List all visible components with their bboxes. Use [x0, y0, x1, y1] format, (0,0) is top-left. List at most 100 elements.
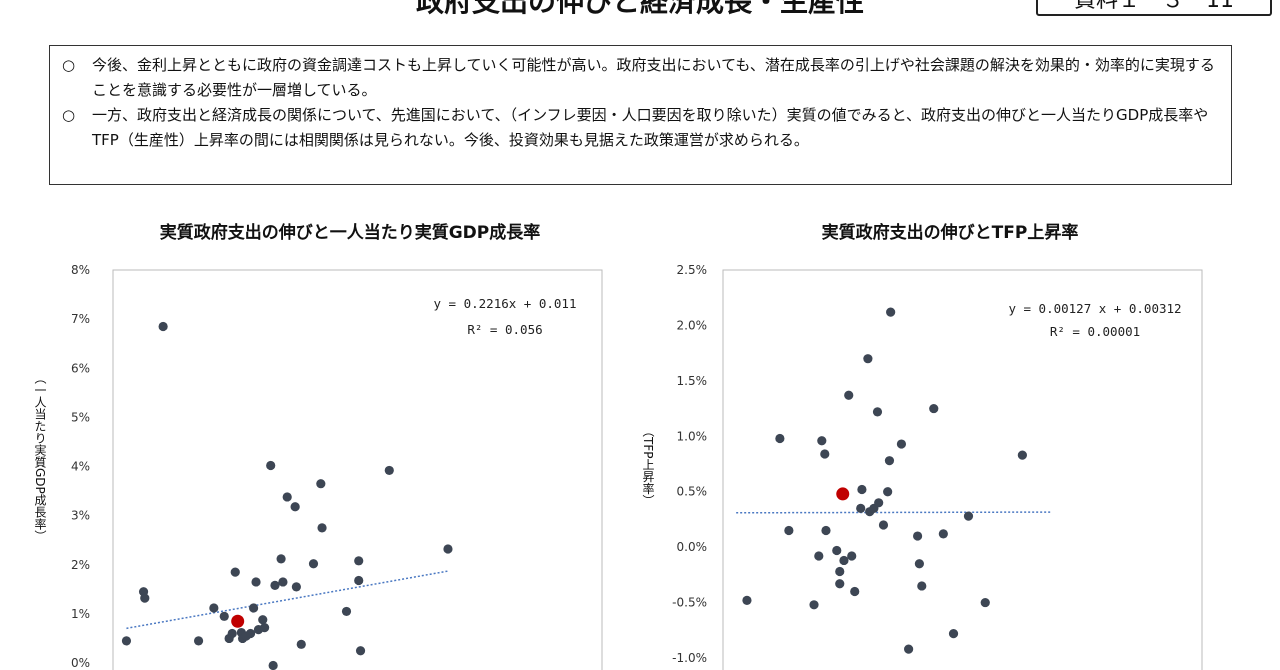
data-point — [278, 577, 288, 587]
y-tick-label: 5% — [71, 410, 90, 424]
y-axis-label-gdp: （一人当たり実質GDP成長率） — [33, 372, 47, 542]
data-point — [839, 555, 849, 566]
data-point — [258, 615, 268, 625]
plot-area-tfp — [722, 269, 1203, 670]
data-point — [784, 525, 794, 536]
r-squared-label: R² = 0.00001 — [1050, 324, 1140, 339]
data-point — [914, 559, 924, 569]
y-tick-label: -1.0% — [672, 651, 707, 665]
data-point — [270, 580, 280, 590]
y-tick-label: 3% — [71, 509, 90, 523]
data-point — [209, 603, 219, 613]
data-point — [963, 511, 974, 521]
data-point — [355, 646, 366, 656]
slide-title: 政府支出の伸びと経済成長・生産性 — [415, 0, 864, 18]
y-tick-label: 2% — [71, 558, 90, 572]
data-point — [917, 581, 927, 591]
data-point — [883, 487, 893, 497]
y-tick-label: 1% — [71, 607, 90, 621]
data-point — [245, 628, 256, 639]
data-point — [863, 354, 873, 364]
y-tick-label: 6% — [71, 361, 90, 375]
data-point — [980, 597, 990, 608]
summary-bullet: ○ 一方、政府支出と経済成長の関係について、先進国において、（インフレ要因・人口… — [62, 103, 1217, 153]
plot-area-gdp — [112, 269, 603, 670]
data-point — [384, 465, 394, 476]
trendline-tfp — [736, 511, 1052, 514]
data-point — [844, 390, 854, 400]
data-point — [742, 595, 752, 605]
data-point — [835, 566, 845, 577]
data-point — [817, 436, 827, 446]
data-point — [878, 520, 889, 530]
data-point — [268, 660, 278, 670]
data-point — [282, 492, 292, 502]
data-point — [884, 456, 895, 466]
data-point — [296, 639, 306, 649]
data-point — [248, 603, 259, 613]
data-point — [835, 579, 845, 589]
summary-text: 今後、金利上昇とともに政府の資金調達コストも上昇していく可能性が高い。政府支出に… — [92, 56, 1215, 99]
highlighted-point — [231, 614, 245, 628]
data-point — [814, 551, 824, 561]
bullet-circle-icon: ○ — [62, 56, 76, 74]
data-point — [158, 321, 168, 332]
data-point — [219, 611, 229, 621]
chart-title-gdp: 実質政府支出の伸びと一人当たり実質GDP成長率 — [159, 223, 541, 243]
data-point — [850, 586, 860, 597]
summary-bullet: ○ 今後、金利上昇とともに政府の資金調達コストも上昇していく可能性が高い。政府支… — [62, 53, 1217, 103]
y-tick-label: -0.5% — [672, 596, 707, 610]
data-point — [266, 460, 276, 471]
data-point — [809, 600, 819, 610]
trendline-gdp — [126, 570, 449, 630]
data-point — [443, 544, 453, 554]
summary-box: ○ 今後、金利上昇とともに政府の資金調達コストも上昇していく可能性が高い。政府支… — [49, 45, 1232, 185]
data-point — [354, 575, 364, 586]
y-tick-label: 0.0% — [677, 540, 708, 554]
data-point — [912, 531, 923, 541]
y-tick-label: 4% — [71, 460, 90, 474]
data-point — [775, 433, 785, 444]
data-point — [290, 502, 300, 512]
data-point — [276, 554, 286, 564]
regression-equation: y = 0.2216x + 0.011 — [434, 296, 577, 311]
data-point — [929, 403, 939, 414]
y-tick-label: 0.5% — [677, 485, 708, 499]
data-point — [820, 449, 830, 459]
r-squared-label: R² = 0.056 — [467, 322, 542, 337]
data-point — [140, 593, 150, 603]
data-point — [308, 559, 319, 569]
data-point — [316, 479, 326, 489]
data-point — [230, 567, 240, 577]
regression-equation: y = 0.00127 x + 0.00312 — [1008, 301, 1181, 316]
highlighted-point — [836, 487, 850, 501]
data-point — [896, 439, 907, 449]
data-point — [938, 529, 948, 539]
data-point — [857, 484, 867, 495]
data-point — [832, 545, 842, 556]
y-tick-label: 2.5% — [677, 263, 708, 277]
data-point — [317, 523, 327, 533]
y-tick-label: 8% — [71, 263, 90, 277]
data-point — [847, 551, 857, 561]
data-point — [1017, 450, 1027, 460]
y-tick-label: 0% — [71, 656, 90, 670]
y-tick-label: 7% — [71, 312, 90, 326]
data-point — [121, 636, 132, 646]
data-point — [341, 606, 352, 617]
data-point — [886, 307, 896, 317]
y-tick-label: 1.0% — [677, 429, 708, 443]
data-point — [821, 525, 831, 536]
bullet-circle-icon: ○ — [62, 106, 76, 124]
y-axis-label-tfp: （TFP上昇率） — [641, 425, 655, 507]
document-id-label: 資料１－３－11 — [1036, 0, 1272, 16]
data-point — [259, 623, 270, 633]
chart-title-tfp: 実質政府支出の伸びとTFP上昇率 — [821, 223, 1079, 243]
data-point — [354, 556, 364, 566]
data-point — [193, 636, 204, 646]
data-point — [856, 503, 866, 513]
data-point — [874, 498, 884, 508]
data-point — [227, 628, 237, 639]
y-tick-label: 1.5% — [677, 374, 708, 388]
